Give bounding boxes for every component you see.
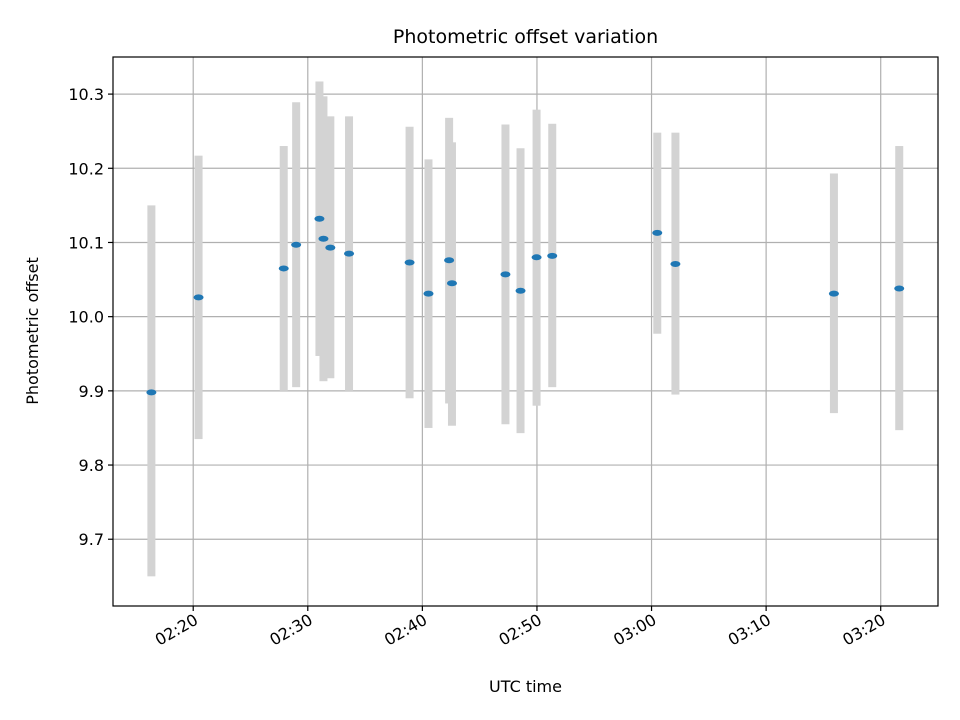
plot-frame <box>112 56 939 607</box>
data-points <box>146 215 905 396</box>
data-point <box>515 287 526 294</box>
data-point <box>291 241 302 248</box>
y-tick-label: 9.7 <box>79 530 104 549</box>
data-point <box>193 294 204 301</box>
y-tick-label: 10.2 <box>68 159 104 178</box>
data-point <box>547 252 558 259</box>
data-point <box>652 229 663 236</box>
data-point <box>894 285 905 292</box>
data-point <box>446 280 457 287</box>
grid <box>113 57 938 606</box>
data-point <box>146 389 157 396</box>
x-axis-label: UTC time <box>489 677 562 696</box>
data-point <box>531 254 542 261</box>
data-point <box>828 290 839 297</box>
data-point <box>444 257 455 264</box>
y-tick-label: 9.9 <box>79 382 104 401</box>
data-point <box>404 259 415 266</box>
data-point <box>278 265 289 272</box>
data-point <box>423 290 434 297</box>
data-point <box>325 244 336 251</box>
data-point <box>344 250 355 257</box>
y-tick-label: 9.8 <box>79 456 104 475</box>
chart-title: Photometric offset variation <box>393 26 658 48</box>
data-point <box>314 215 325 222</box>
y-tick-label: 10.0 <box>68 308 104 327</box>
data-point <box>318 235 329 242</box>
y-tick-label: 10.3 <box>68 85 104 104</box>
data-point <box>670 260 681 267</box>
data-point <box>500 271 511 278</box>
y-tick-label: 10.1 <box>68 233 104 252</box>
y-axis-label: Photometric offset <box>23 257 42 405</box>
